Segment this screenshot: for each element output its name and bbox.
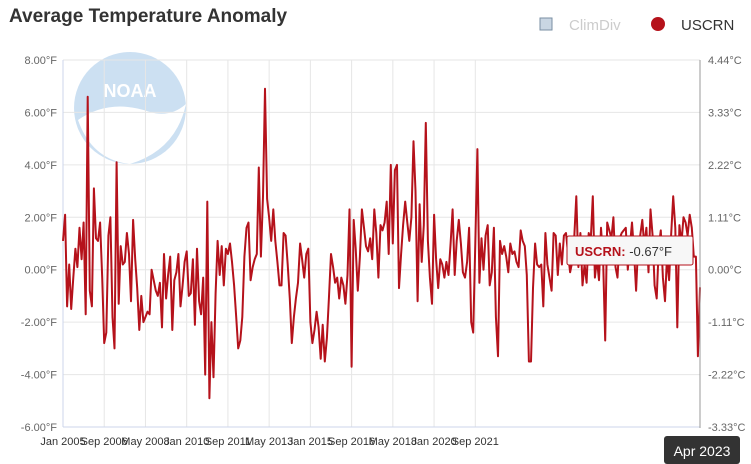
- svg-text:NOAA: NOAA: [104, 81, 157, 101]
- x-tick-label: Sep 2011: [205, 436, 251, 448]
- y-axis-right: 4.44°C 3.33°C 2.22°C 1.11°C 0.00°C -1.11°C -2.…: [699, 55, 745, 434]
- x-tick-label: Jan 2010: [164, 436, 209, 448]
- x-tick-label: Jan 2015: [288, 436, 333, 448]
- tooltip-value: -0.67°F: [629, 244, 672, 259]
- y-tick-label-left: -4.00°F: [21, 370, 57, 382]
- legend-climdiv-square-icon: [539, 17, 553, 31]
- tooltip: USCRN: -0.67°F: [566, 235, 694, 266]
- x-tick-label: May 2008: [121, 436, 169, 448]
- crosshair: Apr 2023: [664, 60, 740, 464]
- x-tick-label: Jan 2020: [411, 436, 456, 448]
- y-tick-label-right: 1.11°C: [708, 212, 741, 224]
- y-tick-label-right: 3.33°C: [708, 107, 742, 119]
- y-tick-label-left: -2.00°F: [21, 317, 57, 329]
- y-tick-label-right: 4.44°C: [708, 55, 742, 67]
- y-tick-label-left: 8.00°F: [24, 55, 57, 67]
- crosshair-label: Apr 2023: [674, 443, 731, 459]
- x-tick-label: May 2013: [245, 436, 293, 448]
- tooltip-series: USCRN: [575, 244, 621, 259]
- legend-item-uscrn[interactable]: USCRN: [651, 17, 734, 34]
- x-tick-label: Sep 2016: [328, 436, 375, 448]
- y-tick-label-right: -1.11°C: [708, 317, 745, 329]
- x-tick-label: Sep 2021: [452, 436, 499, 448]
- y-tick-label-left: 6.00°F: [24, 107, 57, 119]
- x-tick-label: Jan 2005: [40, 436, 85, 448]
- y-tick-label-left: 2.00°F: [24, 212, 57, 224]
- legend: ClimDiv USCRN: [539, 17, 734, 34]
- x-tick-label: May 2018: [369, 436, 417, 448]
- noaa-logo: NOAA: [74, 52, 186, 164]
- y-axis-left: 8.00°F 6.00°F 4.00°F 2.00°F 0.00°F -2.00°F -4.…: [21, 55, 64, 434]
- chart-title: Average Temperature Anomaly: [9, 6, 287, 27]
- crosshair-label-box: [664, 436, 740, 464]
- y-tick-label-right: -2.22°C: [708, 370, 745, 382]
- legend-climdiv-label: ClimDiv: [569, 17, 621, 34]
- y-tick-label-left: 4.00°F: [24, 160, 57, 172]
- x-tick-label: Sep 2006: [81, 436, 128, 448]
- tooltip-box: [566, 235, 694, 266]
- y-tick-label-right: 0.00°C: [708, 265, 742, 277]
- y-tick-label-left: -6.00°F: [21, 422, 57, 434]
- y-tick-label-left: 0.00°F: [24, 265, 57, 277]
- legend-uscrn-label: USCRN: [681, 17, 734, 34]
- tooltip-text: USCRN: -0.67°F: [575, 244, 672, 259]
- y-tick-label-right: 2.22°C: [708, 160, 742, 172]
- y-tick-label-right: -3.33°C: [708, 422, 745, 434]
- legend-uscrn-circle-icon: [651, 17, 665, 31]
- legend-item-climdiv[interactable]: ClimDiv: [539, 17, 621, 34]
